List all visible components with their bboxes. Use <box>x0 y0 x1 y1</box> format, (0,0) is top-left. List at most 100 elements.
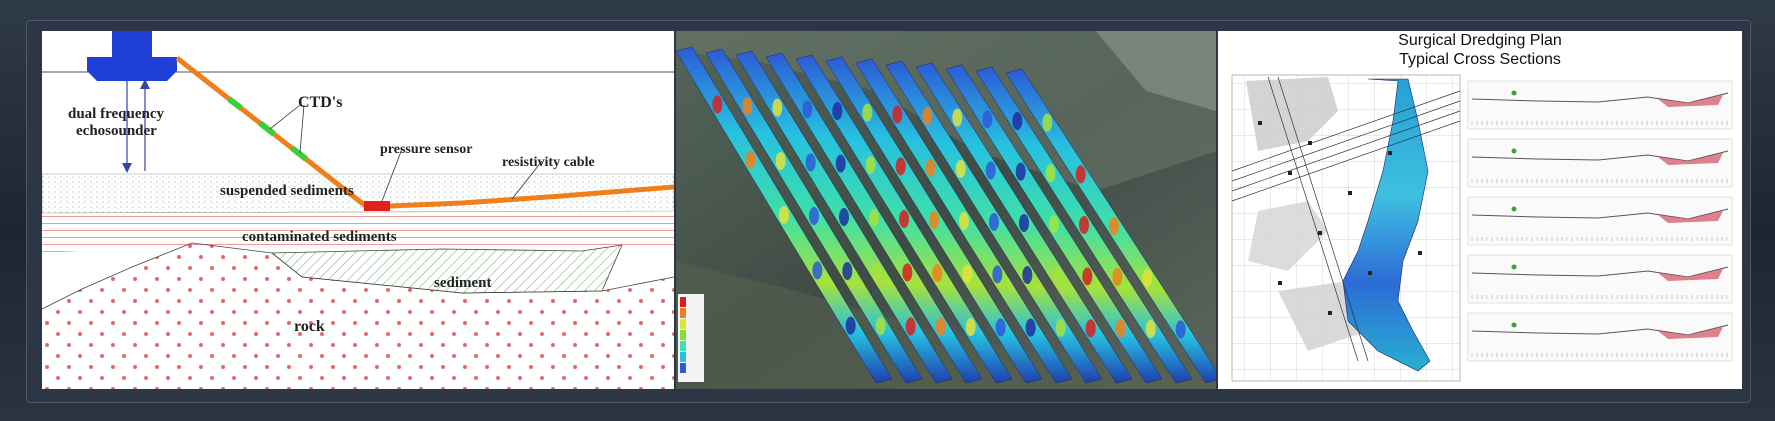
resistivity-anomaly <box>989 213 999 231</box>
rock-layer <box>42 243 674 389</box>
boat-cabin <box>112 31 152 59</box>
cross-section-axis <box>1471 179 1728 183</box>
resistivity-cable <box>366 184 674 210</box>
label-suspended-sediments: suspended sediments <box>220 183 354 199</box>
ctd-sensor-3 <box>290 145 308 162</box>
cross-section-profiles <box>1467 80 1733 362</box>
resistivity-anomaly <box>995 318 1006 337</box>
resistivity-anomaly <box>955 160 966 178</box>
resistivity-anomaly <box>809 207 819 225</box>
survey-schematic: dual frequency echosounder CTD's pressur… <box>42 31 674 389</box>
contaminated-sediments-layer <box>42 211 674 253</box>
resistivity-anomaly <box>1019 214 1029 232</box>
label-resistivity-cable: resistivity cable <box>502 155 595 170</box>
resistivity-anomaly <box>962 264 973 283</box>
resistivity-anomaly <box>865 156 876 174</box>
resistivity-fence-diagram <box>676 31 1216 389</box>
suspended-sediments-layer <box>42 173 674 214</box>
resistivity-anomaly <box>832 102 843 120</box>
cross-section-marker <box>1511 264 1517 270</box>
resistivity-anomaly <box>1015 162 1026 181</box>
resistivity-anomaly <box>875 317 886 335</box>
resistivity-anomaly <box>1085 319 1096 338</box>
resistivity-anomaly <box>1115 319 1126 338</box>
sediment-layer <box>270 244 623 294</box>
resistivity-anomaly <box>1109 217 1119 235</box>
resistivity-anomaly <box>922 107 933 125</box>
resistivity-anomaly <box>959 212 969 230</box>
label-echosounder-line1: dual frequency <box>68 106 164 122</box>
resistivity-anomaly <box>1175 320 1186 339</box>
label-ctds: CTD's <box>298 94 342 111</box>
resistivity-anomaly <box>835 154 846 173</box>
resistivity-anomaly <box>1022 266 1033 284</box>
pressure-sensor <box>364 201 390 211</box>
ctd-sensor-1 <box>227 96 243 111</box>
resistivity-anomaly <box>872 262 883 281</box>
resistivity-anomaly <box>929 211 939 229</box>
resistivity-fence-panel <box>676 31 1216 389</box>
dredging-plan-title: Surgical Dredging Plan <box>1398 32 1562 49</box>
survey-schematic-panel: dual frequency echosounder CTD's pressur… <box>42 31 674 389</box>
cross-section-marker <box>1511 148 1517 154</box>
cross-section-line <box>1471 150 1729 162</box>
resistivity-anomaly <box>952 108 963 127</box>
resistivity-anomaly <box>925 158 936 177</box>
resistivity-anomaly <box>1075 165 1086 184</box>
dredge-cut-area <box>1658 269 1723 281</box>
resistivity-anomaly <box>1049 215 1059 233</box>
label-echosounder-line2: echosounder <box>76 123 157 139</box>
cross-section-line <box>1471 92 1729 104</box>
dredging-plan-subtitle: Typical Cross Sections <box>1399 51 1561 68</box>
cross-section-axis <box>1471 295 1728 299</box>
cross-section-line <box>1471 208 1729 220</box>
cross-section-axis <box>1471 353 1728 357</box>
resistivity-anomaly <box>1055 319 1066 337</box>
dredge-cut-area <box>1658 95 1723 107</box>
label-contaminated-sediments: contaminated sediments <box>242 229 397 245</box>
resistivity-anomaly <box>892 105 903 124</box>
dredging-plan-panel: Surgical Dredging Plan Typical Cross Sec… <box>1218 31 1742 389</box>
resistivity-anomaly <box>1012 112 1023 130</box>
ctd-sensor-2 <box>258 120 276 137</box>
cross-section-marker <box>1511 322 1517 328</box>
cross-section-axis <box>1471 121 1728 125</box>
resistivity-anomaly <box>1079 216 1089 234</box>
cross-section-axis <box>1471 237 1728 241</box>
label-sediment: sediment <box>434 275 492 291</box>
resistivity-anomaly <box>802 100 813 119</box>
resistivity-anomaly <box>1082 267 1093 286</box>
resistivity-anomaly <box>985 161 996 180</box>
resistivity-anomaly <box>1042 113 1053 132</box>
cross-section-marker <box>1511 206 1517 212</box>
resistivity-anomaly <box>982 110 993 129</box>
resistivity-anomaly <box>842 262 853 280</box>
resistivity-anomaly <box>812 261 823 280</box>
cross-section-line <box>1471 324 1729 336</box>
resistivity-anomaly <box>1025 318 1036 337</box>
resistivity-anomaly <box>779 206 789 224</box>
resistivity-anomaly <box>745 150 756 169</box>
resistivity-anomaly <box>932 264 943 282</box>
resistivity-anomaly <box>772 98 783 117</box>
dredge-cut-area <box>1658 153 1723 165</box>
dredging-plan-figure <box>1231 74 1733 382</box>
resistivity-anomaly <box>862 103 873 122</box>
cross-section-marker <box>1511 90 1517 96</box>
cross-section-line <box>1471 266 1729 278</box>
boat-hull <box>87 57 177 81</box>
label-rock: rock <box>294 318 325 335</box>
label-pressure-sensor: pressure sensor <box>380 142 472 157</box>
resistivity-anomaly <box>1112 268 1123 286</box>
resistivity-anomaly <box>895 157 906 176</box>
resistivity-anomaly <box>845 316 856 335</box>
dredge-cut-area <box>1658 327 1723 339</box>
resistivity-anomaly <box>1045 164 1056 182</box>
resistivity-anomaly <box>965 318 976 336</box>
resistivity-anomaly <box>1142 268 1153 287</box>
resistivity-anomaly <box>775 152 786 170</box>
resistivity-anomaly <box>1052 266 1063 285</box>
resistivity-anomaly <box>869 209 879 227</box>
resistivity-anomaly <box>899 210 909 228</box>
